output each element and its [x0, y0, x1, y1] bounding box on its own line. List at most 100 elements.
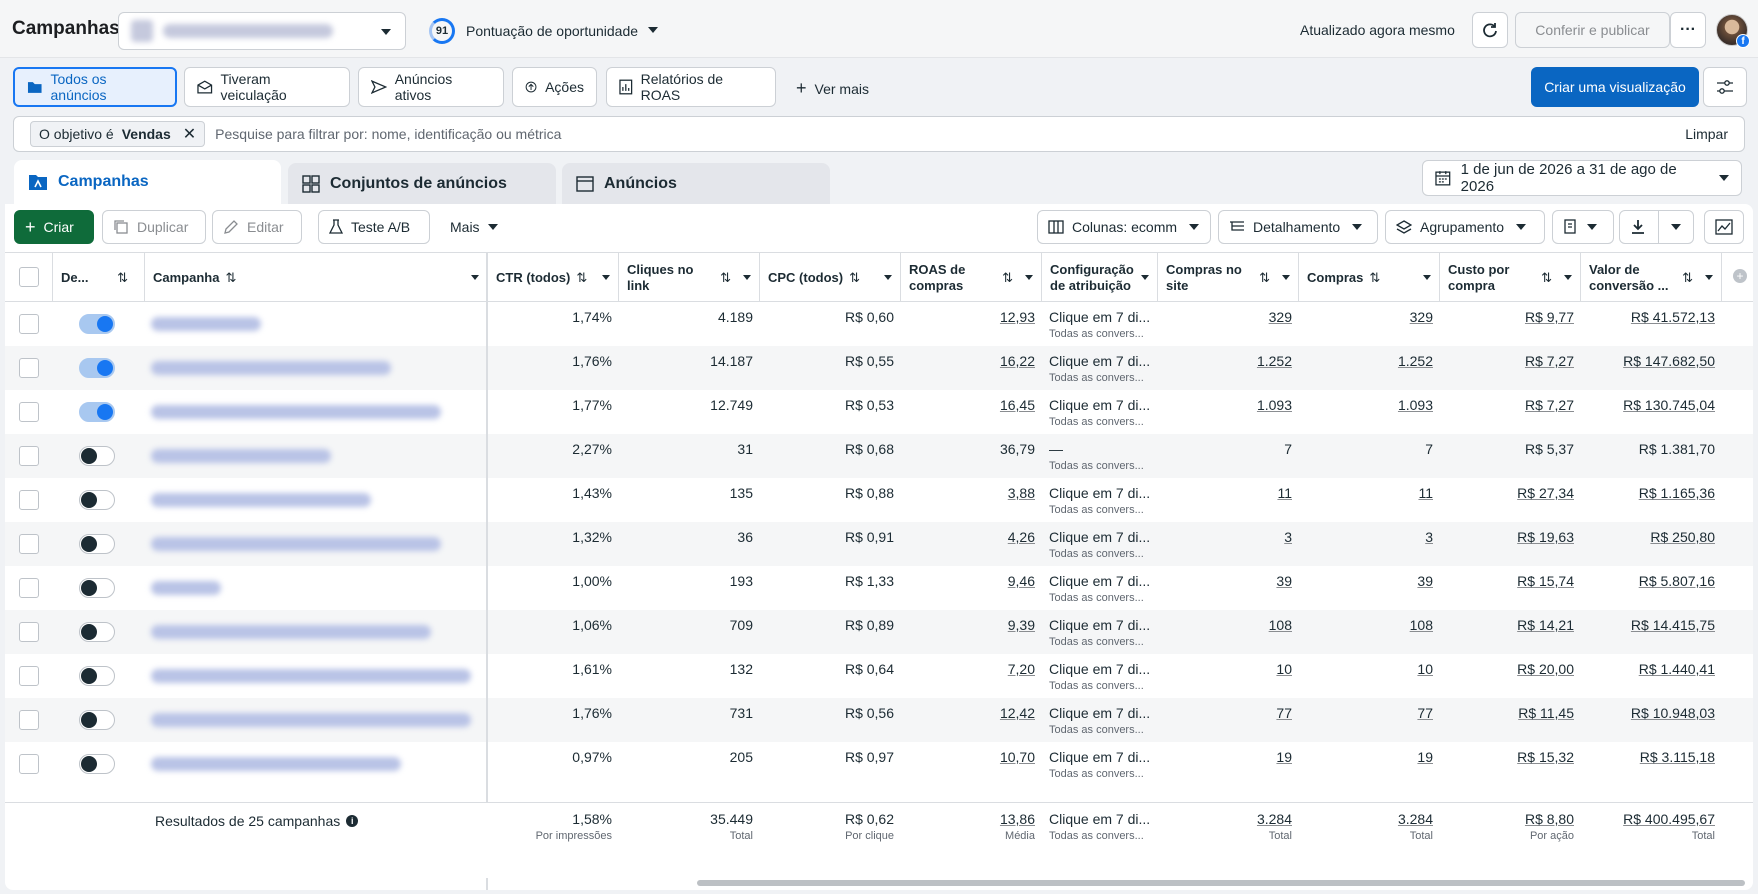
duplicate-button[interactable]: Duplicar: [102, 210, 206, 244]
table-row[interactable]: 1,76% 14.187 R$ 0,55 16,22 1.252 1.252 R$ 7,27…: [5, 346, 1753, 390]
chevron-down-icon[interactable]: [1564, 275, 1572, 280]
campaign-name-redacted[interactable]: [151, 361, 391, 375]
campaign-name-redacted[interactable]: [151, 537, 441, 551]
create-button[interactable]: + Criar: [14, 210, 94, 244]
cell-value[interactable]: 1.252: [1256, 353, 1292, 369]
delivery-toggle[interactable]: [79, 402, 115, 422]
cell-value[interactable]: R$ 15,32: [1517, 749, 1574, 765]
table-row[interactable]: 1,77% 12.749 R$ 0,53 16,45 1.093 1.093 R$ 7,27…: [5, 390, 1753, 434]
search-input[interactable]: Pesquise para filtrar por: nome, identif…: [215, 126, 562, 142]
cell-value[interactable]: 11: [1418, 485, 1433, 501]
export-menu-button[interactable]: [1658, 210, 1694, 244]
cell-value[interactable]: 39: [1417, 573, 1433, 589]
chevron-down-icon[interactable]: [1141, 275, 1149, 280]
cell-value[interactable]: R$ 3.115,18: [1639, 749, 1715, 765]
cell-value[interactable]: R$ 7,27: [1524, 397, 1574, 413]
row-checkbox[interactable]: [19, 358, 39, 378]
cell-value[interactable]: 3: [1284, 529, 1292, 545]
cell-value[interactable]: 10: [1417, 661, 1433, 677]
cell-value[interactable]: 12,42: [999, 705, 1035, 721]
sort-icon[interactable]: ⇅: [720, 269, 731, 285]
account-selector[interactable]: [118, 12, 406, 50]
sort-icon[interactable]: ⇅: [1259, 269, 1270, 285]
columns-button[interactable]: Colunas: ecomm: [1037, 210, 1211, 244]
cell-value[interactable]: R$ 7,27: [1524, 353, 1574, 369]
delivery-toggle[interactable]: [79, 622, 115, 642]
date-range-picker[interactable]: 1 de jun de 2026 a 31 de ago de 2026: [1422, 160, 1742, 196]
sort-icon[interactable]: ⇅: [1541, 269, 1552, 285]
delivery-toggle[interactable]: [79, 314, 115, 334]
view-settings-button[interactable]: [1703, 67, 1747, 107]
table-row[interactable]: 1,00% 193 R$ 1,33 9,46 39 39 R$ 15,74 R$ 5.807,…: [5, 566, 1753, 610]
campaign-name-redacted[interactable]: [151, 493, 371, 507]
sort-icon[interactable]: ⇅: [1002, 269, 1013, 285]
opportunity-score-icon[interactable]: 91: [429, 18, 455, 44]
cell-value[interactable]: R$ 11,45: [1518, 705, 1574, 721]
cell-value[interactable]: R$ 15,74: [1517, 573, 1574, 589]
cell-value[interactable]: 329: [1268, 309, 1292, 325]
campaign-name-redacted[interactable]: [151, 317, 261, 331]
table-row[interactable]: 1,74% 4.189 R$ 0,60 12,93 329 329 R$ 9,77 R$ 41…: [5, 302, 1753, 346]
sort-icon[interactable]: ⇅: [1369, 269, 1381, 285]
chevron-down-icon[interactable]: [602, 275, 610, 280]
column-link-clicks[interactable]: Cliques no link ⇅: [619, 253, 760, 302]
more-actions-button[interactable]: Mais: [440, 210, 514, 244]
column-attribution[interactable]: Configuração de atribuição: [1042, 253, 1158, 302]
view-roas-reports[interactable]: Relatórios de ROAS: [606, 67, 776, 107]
avatar[interactable]: [1716, 14, 1748, 46]
chevron-down-icon[interactable]: [743, 275, 751, 280]
clear-filters-link[interactable]: Limpar: [1685, 126, 1728, 142]
campaign-name-redacted[interactable]: [151, 669, 471, 683]
breakdown-button[interactable]: Detalhamento: [1218, 210, 1378, 244]
cell-value[interactable]: 329: [1409, 309, 1433, 325]
objective-filter-chip[interactable]: O objetivo é Vendas ✕: [30, 121, 206, 147]
cell-value[interactable]: 19: [1417, 749, 1433, 765]
column-roas[interactable]: ROAS de compras ⇅: [901, 253, 1042, 302]
column-conversion-value[interactable]: Valor de conversão ... ⇅: [1581, 253, 1722, 302]
cell-value[interactable]: 12,93: [999, 309, 1035, 325]
cell-value[interactable]: R$ 27,34: [1517, 485, 1574, 501]
row-checkbox[interactable]: [19, 578, 39, 598]
cell-value[interactable]: R$ 9,77: [1524, 309, 1574, 325]
export-button[interactable]: [1619, 210, 1659, 244]
cell-value[interactable]: R$ 250,80: [1650, 529, 1715, 545]
cell-value[interactable]: R$ 130.745,04: [1623, 397, 1715, 413]
cell-value[interactable]: 19: [1276, 749, 1292, 765]
view-active-ads[interactable]: Anúncios ativos: [358, 67, 504, 107]
edit-button[interactable]: Editar: [212, 210, 302, 244]
row-checkbox[interactable]: [19, 754, 39, 774]
cell-value[interactable]: 77: [1276, 705, 1292, 721]
campaign-name-redacted[interactable]: [151, 757, 401, 771]
charts-button[interactable]: [1704, 210, 1744, 244]
table-row[interactable]: 1,32% 36 R$ 0,91 4,26 3 3 R$ 19,63 R$ 250,80 Cli…: [5, 522, 1753, 566]
column-cpc[interactable]: CPC (todos) ⇅: [760, 253, 901, 302]
cell-value[interactable]: R$ 147.682,50: [1623, 353, 1715, 369]
ab-test-button[interactable]: Teste A/B: [318, 210, 430, 244]
table-row[interactable]: 2,27% 31 R$ 0,68 36,79 7 7 R$ 5,37 R$ 1.381,70 —…: [5, 434, 1753, 478]
delivery-toggle[interactable]: [79, 534, 115, 554]
chevron-down-icon[interactable]: [1423, 275, 1431, 280]
delivery-toggle[interactable]: [79, 358, 115, 378]
row-checkbox[interactable]: [19, 666, 39, 686]
delivery-toggle[interactable]: [79, 578, 115, 598]
review-publish-button[interactable]: Conferir e publicar: [1515, 12, 1670, 48]
see-more-views[interactable]: + Ver mais: [796, 78, 869, 99]
row-checkbox[interactable]: [19, 314, 39, 334]
row-checkbox[interactable]: [19, 622, 39, 642]
cell-value[interactable]: 1.252: [1397, 353, 1433, 369]
delivery-toggle[interactable]: [79, 666, 115, 686]
cell-value[interactable]: 7,20: [1007, 661, 1035, 677]
chevron-down-icon[interactable]: [884, 275, 892, 280]
cell-value[interactable]: 1.093: [1397, 397, 1433, 413]
column-site-purchases[interactable]: Compras no site ⇅: [1158, 253, 1299, 302]
column-delivery[interactable]: De... ⇅: [53, 253, 145, 302]
more-options-button[interactable]: ···: [1670, 12, 1706, 48]
delivery-toggle[interactable]: [79, 754, 115, 774]
cell-value[interactable]: R$ 19,63: [1517, 529, 1574, 545]
row-checkbox[interactable]: [19, 710, 39, 730]
cell-value[interactable]: R$ 14,21: [1517, 617, 1574, 633]
cell-value[interactable]: 39: [1276, 573, 1292, 589]
cell-value[interactable]: 9,39: [1007, 617, 1035, 633]
cell-value[interactable]: R$ 1.165,36: [1638, 485, 1715, 501]
tab-adsets[interactable]: Conjuntos de anúncios: [288, 163, 556, 204]
